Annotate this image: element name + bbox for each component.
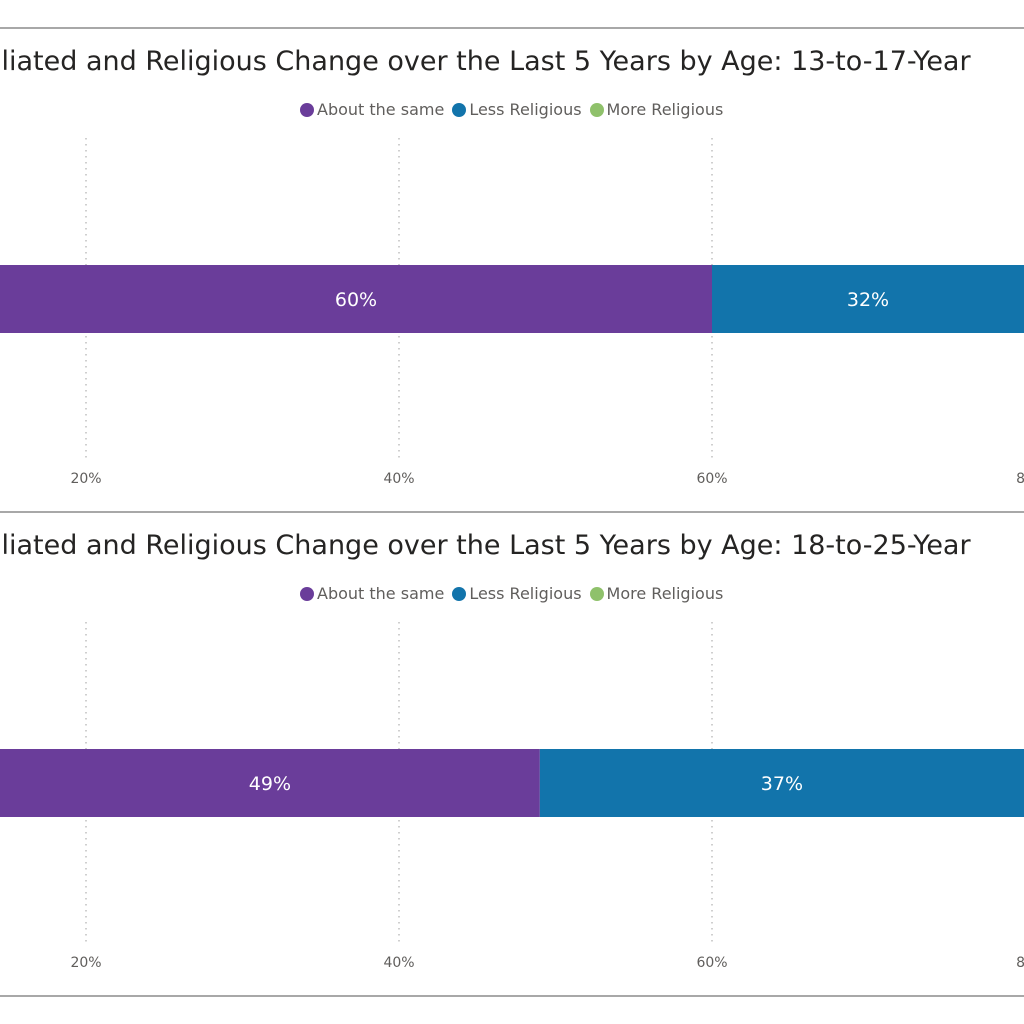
- x-tick-label: 80: [1016, 955, 1024, 971]
- legend-item-about-the-same[interactable]: About the same: [300, 584, 444, 603]
- bar-segment-about-the-same[interactable]: [0, 749, 540, 817]
- chart-2-legend: About the same Less Religious More Relig…: [300, 584, 731, 603]
- bottom-divider: [0, 995, 1024, 997]
- x-tick-label: 60%: [696, 471, 727, 487]
- data-label-less-religious: 37%: [761, 773, 803, 795]
- legend-label: Less Religious: [469, 100, 582, 119]
- x-tick-label: 60%: [696, 955, 727, 971]
- x-tick-label: 40%: [383, 471, 414, 487]
- chart-1-title: iliated and Religious Change over the La…: [0, 46, 971, 77]
- top-divider: [0, 27, 1024, 29]
- x-tick-label: 80: [1016, 471, 1024, 487]
- chart-2-plot: 20% 40% 60% 80 49% 37%: [0, 622, 1024, 971]
- less-religious-dot-icon: [452, 586, 467, 601]
- about-the-same-dot-icon: [300, 586, 314, 601]
- bar-segment-less-religious[interactable]: [539, 749, 1024, 817]
- data-label-about-the-same: 49%: [249, 773, 291, 795]
- legend-label: About the same: [317, 100, 445, 119]
- chart-1-plot: 20% 40% 60% 80 60% 32%: [0, 138, 1024, 487]
- legend-item-less-religious[interactable]: Less Religious: [452, 100, 582, 119]
- middle-divider: [0, 511, 1024, 513]
- x-tick-label: 20%: [70, 955, 101, 971]
- legend-label: Less Religious: [469, 584, 582, 603]
- chart-1-legend: About the same Less Religious More Relig…: [300, 100, 731, 119]
- legend-label: About the same: [317, 584, 445, 603]
- legend-item-about-the-same[interactable]: About the same: [300, 100, 444, 119]
- legend-item-more-religious[interactable]: More Religious: [589, 584, 724, 603]
- legend-label: More Religious: [606, 100, 724, 119]
- more-religious-dot-icon: [589, 102, 604, 117]
- bar-segment-less-religious[interactable]: [712, 265, 1024, 333]
- less-religious-dot-icon: [452, 102, 467, 117]
- legend-item-more-religious[interactable]: More Religious: [589, 100, 724, 119]
- data-label-less-religious: 32%: [847, 289, 889, 311]
- x-tick-label: 40%: [383, 955, 414, 971]
- x-tick-label: 20%: [70, 471, 101, 487]
- more-religious-dot-icon: [589, 586, 604, 601]
- about-the-same-dot-icon: [300, 102, 314, 117]
- data-label-about-the-same: 60%: [335, 289, 377, 311]
- legend-item-less-religious[interactable]: Less Religious: [452, 584, 582, 603]
- legend-label: More Religious: [606, 584, 724, 603]
- bar-segment-about-the-same[interactable]: [0, 265, 712, 333]
- chart-2-title: iliated and Religious Change over the La…: [0, 530, 971, 561]
